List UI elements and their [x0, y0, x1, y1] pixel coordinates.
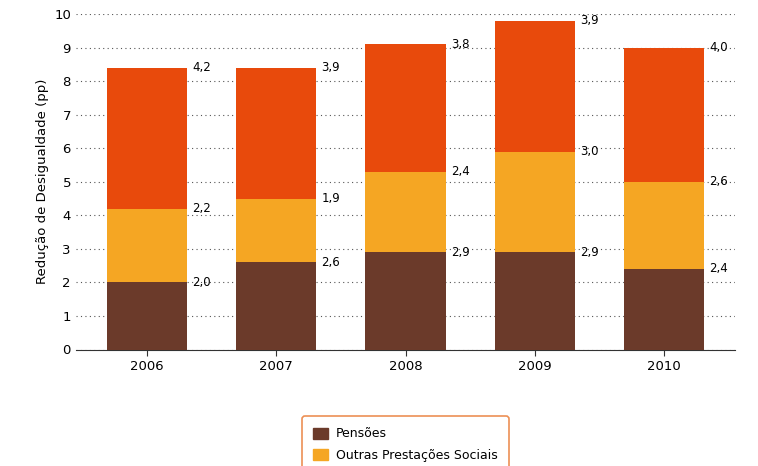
Bar: [495, 252, 575, 350]
Text: 3,8: 3,8: [451, 38, 469, 51]
Text: 4,2: 4,2: [193, 61, 211, 74]
Bar: [107, 282, 187, 350]
Bar: [624, 182, 704, 269]
Bar: [236, 68, 316, 199]
Text: 2,9: 2,9: [580, 246, 599, 259]
Text: 4,0: 4,0: [709, 41, 728, 54]
Bar: [624, 269, 704, 350]
Text: 1,9: 1,9: [321, 192, 340, 205]
Text: 3,9: 3,9: [321, 61, 340, 74]
Y-axis label: Redução de Desigualdade (pp): Redução de Desigualdade (pp): [36, 79, 49, 284]
Bar: [365, 44, 446, 171]
Text: 2,2: 2,2: [193, 202, 211, 215]
Bar: [495, 151, 575, 252]
Text: 2,4: 2,4: [451, 165, 469, 178]
Text: 3,9: 3,9: [580, 14, 599, 27]
Text: 2,9: 2,9: [451, 246, 469, 259]
Text: 2,6: 2,6: [321, 256, 340, 269]
Bar: [107, 209, 187, 282]
Bar: [365, 171, 446, 252]
Bar: [107, 68, 187, 209]
Text: 2,0: 2,0: [193, 276, 211, 289]
Bar: [495, 21, 575, 151]
Bar: [624, 48, 704, 182]
Legend: Pensões, Outras Prestações Sociais, Impostos: Pensões, Outras Prestações Sociais, Impo…: [302, 416, 509, 466]
Bar: [365, 252, 446, 350]
Bar: [236, 199, 316, 262]
Text: 2,6: 2,6: [709, 175, 728, 188]
Text: 2,4: 2,4: [709, 262, 728, 275]
Text: 3,0: 3,0: [580, 145, 599, 158]
Bar: [236, 262, 316, 350]
